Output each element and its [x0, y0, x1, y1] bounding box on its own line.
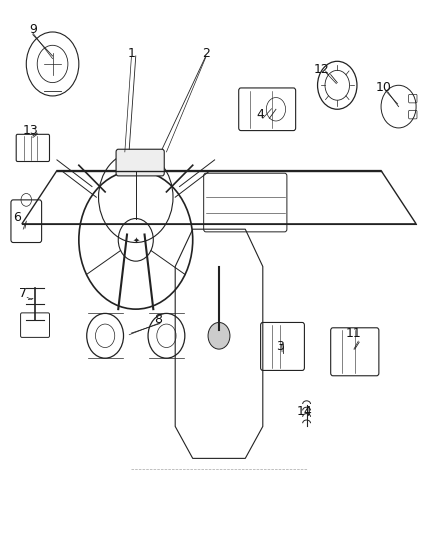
- Text: 3: 3: [276, 340, 284, 353]
- Text: 2: 2: [202, 47, 210, 60]
- Text: 9: 9: [29, 23, 37, 36]
- Text: 4: 4: [257, 108, 265, 121]
- Text: 6: 6: [13, 211, 21, 224]
- Text: 7: 7: [19, 287, 27, 300]
- FancyBboxPatch shape: [116, 149, 164, 176]
- Text: 13: 13: [23, 124, 39, 137]
- Text: 12: 12: [314, 63, 330, 76]
- Text: 1: 1: [127, 47, 135, 60]
- Text: 14: 14: [297, 405, 312, 418]
- Text: 8: 8: [154, 313, 162, 326]
- Text: 11: 11: [346, 327, 362, 340]
- Text: 10: 10: [375, 82, 391, 94]
- Text: ✦: ✦: [132, 236, 139, 244]
- Circle shape: [208, 322, 230, 349]
